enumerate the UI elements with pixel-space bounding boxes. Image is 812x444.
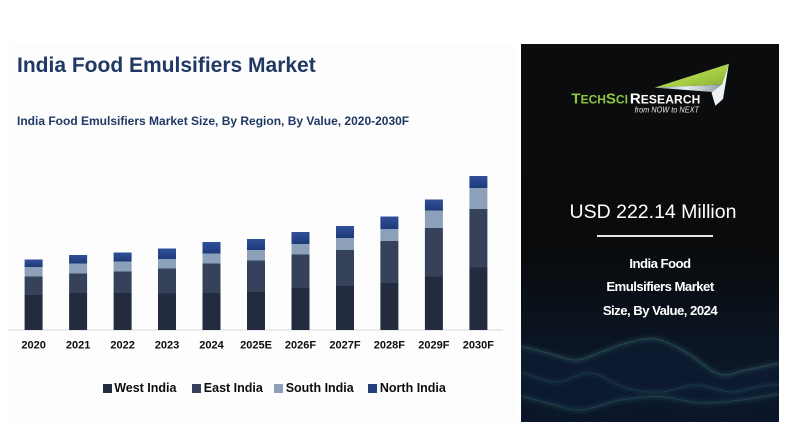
svg-text:2024: 2024 (199, 340, 224, 352)
svg-text:from NOW to NEXT: from NOW to NEXT (635, 105, 700, 115)
svg-text:2030F: 2030F (463, 340, 494, 352)
svg-text:2020: 2020 (21, 340, 45, 352)
svg-text:2025E: 2025E (240, 340, 272, 352)
svg-text:RESEARCH: RESEARCH (630, 91, 701, 108)
svg-text:TECHSCI: TECHSCI (571, 90, 628, 107)
svg-text:2028F: 2028F (374, 340, 405, 352)
svg-text:2021: 2021 (66, 340, 90, 352)
svg-text:2022: 2022 (110, 340, 134, 352)
svg-text:2023: 2023 (155, 340, 179, 352)
svg-text:2027F: 2027F (329, 340, 360, 352)
svg-text:2026F: 2026F (285, 340, 316, 352)
svg-text:2029F: 2029F (418, 340, 449, 352)
